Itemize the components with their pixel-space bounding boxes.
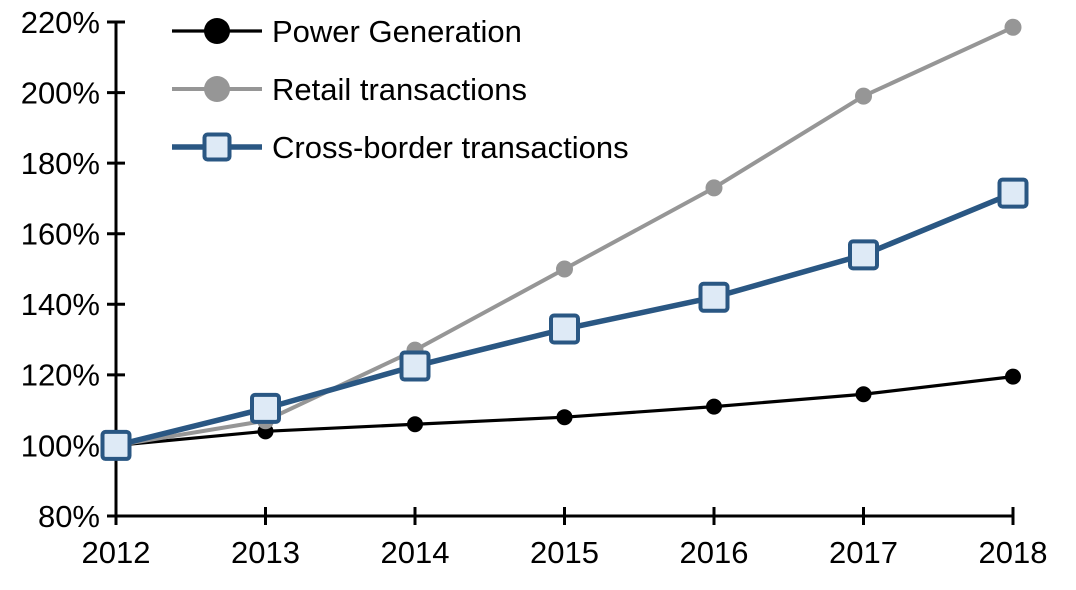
y-axis-tick-label: 180% [21,146,100,181]
legend-label: Retail transactions [272,72,527,107]
legend-circle-marker-icon [204,76,230,102]
marker-power-generation [706,398,722,415]
y-axis-tick-label: 160% [21,217,100,252]
legend-item-power-generation: Power Generation [172,14,522,49]
marker-cross-border-transactions [100,429,132,461]
x-axis-tick-label: 2017 [829,535,898,570]
x-axis-tick-label: 2014 [381,535,450,570]
x-axis-tick-label: 2013 [231,535,300,570]
marker-retail-transactions [705,179,723,197]
y-axis-tick-label: 100% [21,428,100,463]
legend-square-marker-icon [202,132,232,162]
x-axis-tick-label: 2015 [530,535,599,570]
marker-cross-border-transactions [698,281,730,313]
legend-item-cross-border-transactions: Cross-border transactions [172,130,629,165]
y-axis-tick-label: 220% [21,5,100,40]
marker-retail-transactions [855,87,872,105]
y-axis-tick-label: 120% [21,358,100,393]
x-axis-tick-label: 2018 [979,535,1048,570]
marker-retail-transactions [556,260,573,278]
x-axis-tick-label: 2012 [82,535,151,570]
y-axis-tick-label: 140% [21,287,100,322]
y-axis-tick-label: 200% [21,75,100,110]
legend-circle-marker-icon [204,18,230,44]
legend-label: Cross-border transactions [272,130,629,165]
marker-cross-border-transactions [848,239,879,271]
legend-item-retail-transactions: Retail transactions [172,72,527,107]
marker-power-generation [407,416,423,433]
marker-cross-border-transactions [399,350,431,382]
legend-label: Power Generation [272,14,522,49]
x-axis-tick-label: 2016 [680,535,749,570]
series-cross-border-transactions [100,177,1029,461]
marker-power-generation [1005,368,1021,385]
axes: 80% 100% 120% 140% 160% 180% 200% 220% 2012 2013 2… [21,5,1048,570]
legend: Power Generation Retail transactions Cross… [172,14,629,165]
marker-cross-border-transactions [250,392,281,424]
marker-power-generation [556,409,573,426]
series-retail-transactions [107,18,1022,454]
marker-cross-border-transactions [997,177,1029,209]
y-axis-tick-label: 80% [38,499,100,534]
marker-cross-border-transactions [549,313,580,345]
marker-power-generation [855,386,872,403]
marker-retail-transactions [1004,18,1022,36]
